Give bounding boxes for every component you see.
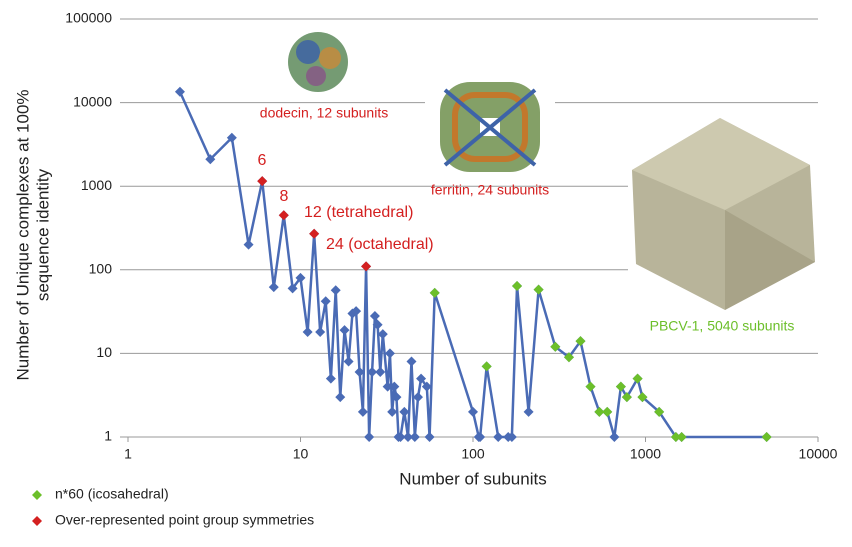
y-tick-label: 10000 <box>73 93 112 109</box>
x-tick-label: 10 <box>293 446 309 462</box>
annotation: PBCV-1, 5040 subunits <box>650 318 795 334</box>
y-axis-title: Number of Unique complexes at 100% <box>13 89 32 380</box>
annotation: dodecin, 12 subunits <box>260 105 388 121</box>
y-tick-label: 1000 <box>81 177 112 193</box>
annotation: 24 (octahedral) <box>326 236 434 253</box>
x-axis-title: Number of subunits <box>399 469 546 488</box>
ferritin-image <box>425 72 555 180</box>
y-tick-label: 1 <box>104 428 112 444</box>
y-tick-label: 100 <box>89 261 113 277</box>
pbcv-image <box>628 112 823 312</box>
y-tick-label: 10 <box>96 344 112 360</box>
chart: 1 10 100 1000 10000 100000 1 10 100 1000 10000 Numb… <box>0 0 852 547</box>
x-tick-label: 100 <box>461 446 485 462</box>
dodecin-image <box>270 20 366 102</box>
x-tick-label: 1 <box>124 446 132 462</box>
y-axis-title: sequence identity <box>33 168 52 301</box>
legend-label: n*60 (icosahedral) <box>55 486 169 502</box>
y-tick-label: 100000 <box>65 10 112 26</box>
annotation: 12 (tetrahedral) <box>304 204 413 221</box>
x-tick-label: 1000 <box>630 446 661 462</box>
legend-label: Over-represented point group symmetries <box>55 512 314 528</box>
annotation: 6 <box>258 152 267 169</box>
annotation: ferritin, 24 subunits <box>431 182 549 198</box>
x-tick-label: 10000 <box>799 446 838 462</box>
annotation: 8 <box>280 188 289 205</box>
